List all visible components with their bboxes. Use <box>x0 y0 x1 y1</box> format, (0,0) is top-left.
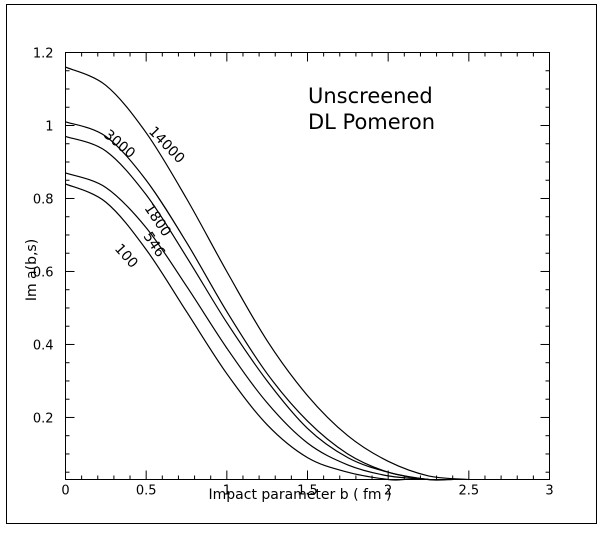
x-tick-label: 0.5 <box>136 484 157 499</box>
x-axis-label: Impact parameter b ( fm ) <box>209 487 392 503</box>
y-tick-label: 0.8 <box>33 192 54 207</box>
series-line-14000 <box>65 66 469 481</box>
y-tick-label: 1 <box>45 119 53 134</box>
x-tick-label: 0 <box>61 484 69 499</box>
x-tick-label: 1.5 <box>297 484 318 499</box>
y-tick-label: 0.4 <box>33 338 54 353</box>
curve-label-14000: 14000 <box>145 124 187 167</box>
x-tick-label: 1 <box>223 484 231 499</box>
annotation-line-1: Unscreened <box>308 84 433 108</box>
series-line-3000 <box>65 121 453 481</box>
series-line-546 <box>65 172 429 481</box>
curve-label-3000: 3000 <box>100 127 138 162</box>
x-axis-ticks: 0 0.5 1 1.5 2 2.5 3 <box>61 52 554 499</box>
series-lines <box>65 66 469 481</box>
annotation-line-2: DL Pomeron <box>308 110 435 134</box>
x-tick-label: 3 <box>545 484 553 499</box>
y-tick-label: 0.2 <box>33 411 54 426</box>
outer-frame <box>6 4 597 524</box>
x-tick-label: 2 <box>384 484 392 499</box>
series-line-100 <box>65 183 405 481</box>
curve-label-100: 100 <box>111 241 141 272</box>
series-line-1800 <box>65 135 445 481</box>
y-tick-label: 0.6 <box>33 265 54 280</box>
y-tick-label: 1.2 <box>33 47 54 62</box>
y-axis-label: Im a(b,s) <box>24 239 40 301</box>
y-axis-ticks: 0.2 0.4 0.6 0.8 1 1.2 <box>33 47 550 473</box>
x-tick-label: 2.5 <box>458 484 479 499</box>
